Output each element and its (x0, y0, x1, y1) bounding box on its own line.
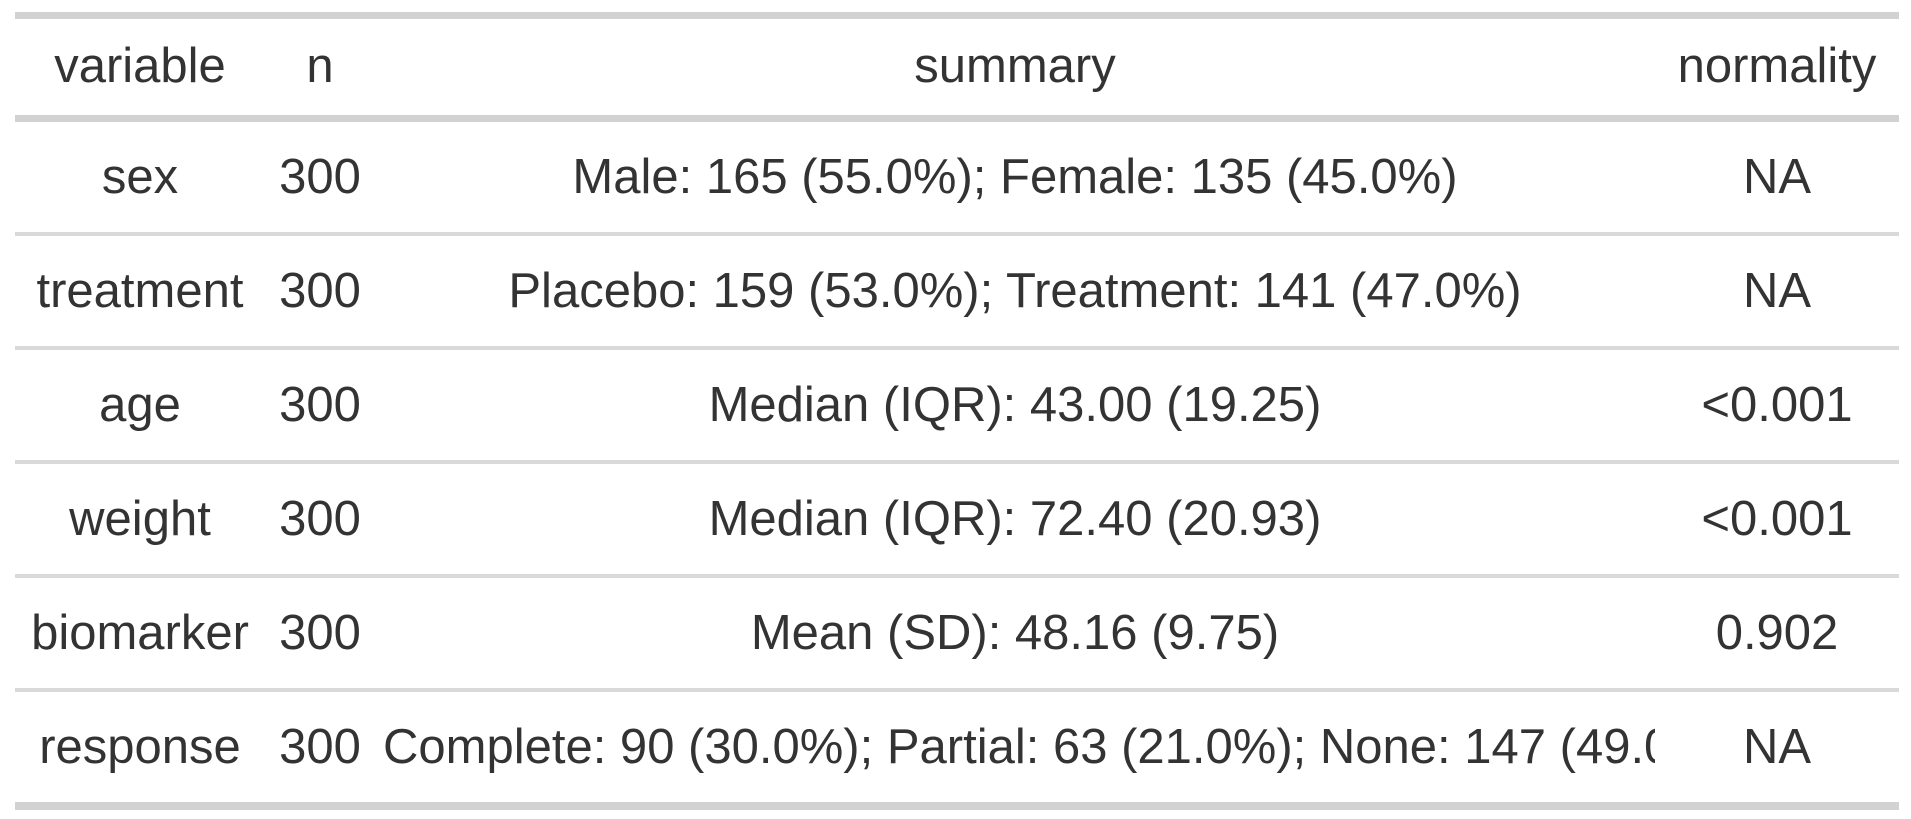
cell-n: 300 (279, 150, 361, 204)
cell-normality: NA (1655, 688, 1899, 806)
cell-normality: NA (1742, 150, 1812, 204)
table-row: sex 300 Male: 165 (55.0%); Female: 135 (45… (15, 119, 1899, 235)
cell-n: 300 (265, 460, 375, 576)
cell-normality: <0.001 (1655, 460, 1899, 576)
table-row: age 300 Median (IQR): 43.00 (19.25) <0.001 (15, 346, 1899, 462)
header-cell-summary: summary (375, 15, 1655, 122)
table-row: response 300 Complete: 90 (30.0%); Partial… (15, 688, 1899, 806)
cell-summary: Male: 165 (55.0%); Female: 135 (45.0%) (572, 150, 1458, 204)
cell-variable: age (15, 346, 265, 462)
cell-normality: 0.902 (1655, 574, 1899, 690)
cell-n: 300 (265, 688, 375, 806)
cell-n: 300 (265, 574, 375, 690)
cell-variable: sex (101, 150, 179, 204)
summary-table: variable n summary normality sex 300 Male:… (15, 12, 1899, 810)
cell-variable: weight (15, 460, 265, 576)
table-row: treatment 300 Placebo: 159 (53.0%); Treatm… (15, 232, 1899, 348)
cell-n: 300 (265, 346, 375, 462)
table-header-row: variable n summary normality (15, 15, 1899, 122)
table-row: biomarker 300 Mean (SD): 48.16 (9.75) 0.902 (15, 574, 1899, 690)
cell-summary: Placebo: 159 (53.0%); Treatment: 141 (47… (375, 232, 1655, 348)
header-cell-normality: normality (1655, 15, 1899, 122)
cell-summary: Complete: 90 (30.0%); Partial: 63 (21.0%… (375, 688, 1655, 806)
cell-summary: Median (IQR): 72.40 (20.93) (375, 460, 1655, 576)
cell-n: 300 (265, 232, 375, 348)
header-cell-n: n (265, 15, 375, 122)
cell-summary: Mean (SD): 48.16 (9.75) (375, 574, 1655, 690)
table-body: sex 300 Male: 165 (55.0%); Female: 135 (45… (15, 119, 1899, 806)
cell-variable: treatment (15, 232, 265, 348)
table-row: weight 300 Median (IQR): 72.40 (20.93) <0.0… (15, 460, 1899, 576)
cell-normality: NA (1655, 232, 1899, 348)
header-cell-variable: variable (15, 15, 265, 122)
cell-summary: Median (IQR): 43.00 (19.25) (375, 346, 1655, 462)
summary-table-container: variable n summary normality sex 300 Male:… (15, 12, 1899, 810)
cell-variable: biomarker (15, 574, 265, 690)
cell-variable: response (15, 688, 265, 806)
cell-normality: <0.001 (1655, 346, 1899, 462)
